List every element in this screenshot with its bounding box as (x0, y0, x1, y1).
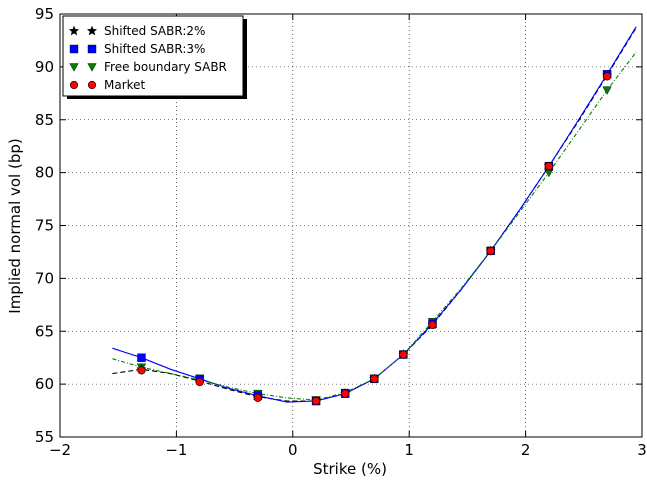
y-tick-label: 75 (35, 217, 54, 235)
series-3-point (486, 246, 495, 255)
legend-marker (86, 25, 98, 36)
series-3-point (253, 393, 262, 402)
x-tick-label: 2 (521, 441, 531, 459)
x-tick-label: −2 (49, 441, 71, 459)
x-tick-label: 0 (288, 441, 298, 459)
series-3-point (602, 72, 612, 81)
series-3-point (137, 366, 146, 375)
legend-label: Market (104, 78, 146, 92)
x-tick-label: 3 (637, 441, 647, 459)
x-tick-label: 1 (404, 441, 414, 459)
y-tick-label: 70 (35, 269, 54, 287)
y-tick-label: 90 (35, 58, 54, 76)
series-1-point (137, 353, 146, 362)
series-3-point (311, 396, 321, 406)
legend-marker (69, 80, 79, 90)
legend: Shifted SABR:2% Shifted SABR:3% Free bound… (62, 15, 247, 99)
legend-marker (87, 63, 97, 72)
series-3-point (370, 374, 379, 383)
y-tick-label: 60 (35, 375, 54, 393)
y-tick-label: 85 (35, 111, 54, 129)
legend-marker (68, 25, 80, 36)
legend-marker (87, 80, 97, 90)
y-axis-title: Implied normal vol (bp) (6, 138, 24, 313)
legend-label: Shifted SABR:3% (104, 42, 205, 56)
legend-marker (69, 63, 79, 72)
series-3-point (399, 350, 408, 359)
legend-label: Shifted SABR:2% (104, 24, 205, 38)
y-tick-label: 95 (35, 5, 54, 23)
series-3-point (341, 389, 350, 398)
x-axis-title: Strike (%) (313, 460, 387, 478)
legend-marker (69, 44, 79, 54)
series-3-point (544, 162, 553, 171)
legend-marker (87, 44, 97, 54)
y-tick-label: 65 (35, 322, 54, 340)
series-3-point (195, 377, 204, 387)
series-2-point (602, 86, 612, 95)
y-tick-label: 55 (35, 428, 54, 446)
legend-label: Free boundary SABR (104, 60, 227, 74)
series-3-point (428, 320, 437, 330)
x-tick-label: −1 (165, 441, 187, 459)
y-tick-label: 80 (35, 164, 54, 182)
